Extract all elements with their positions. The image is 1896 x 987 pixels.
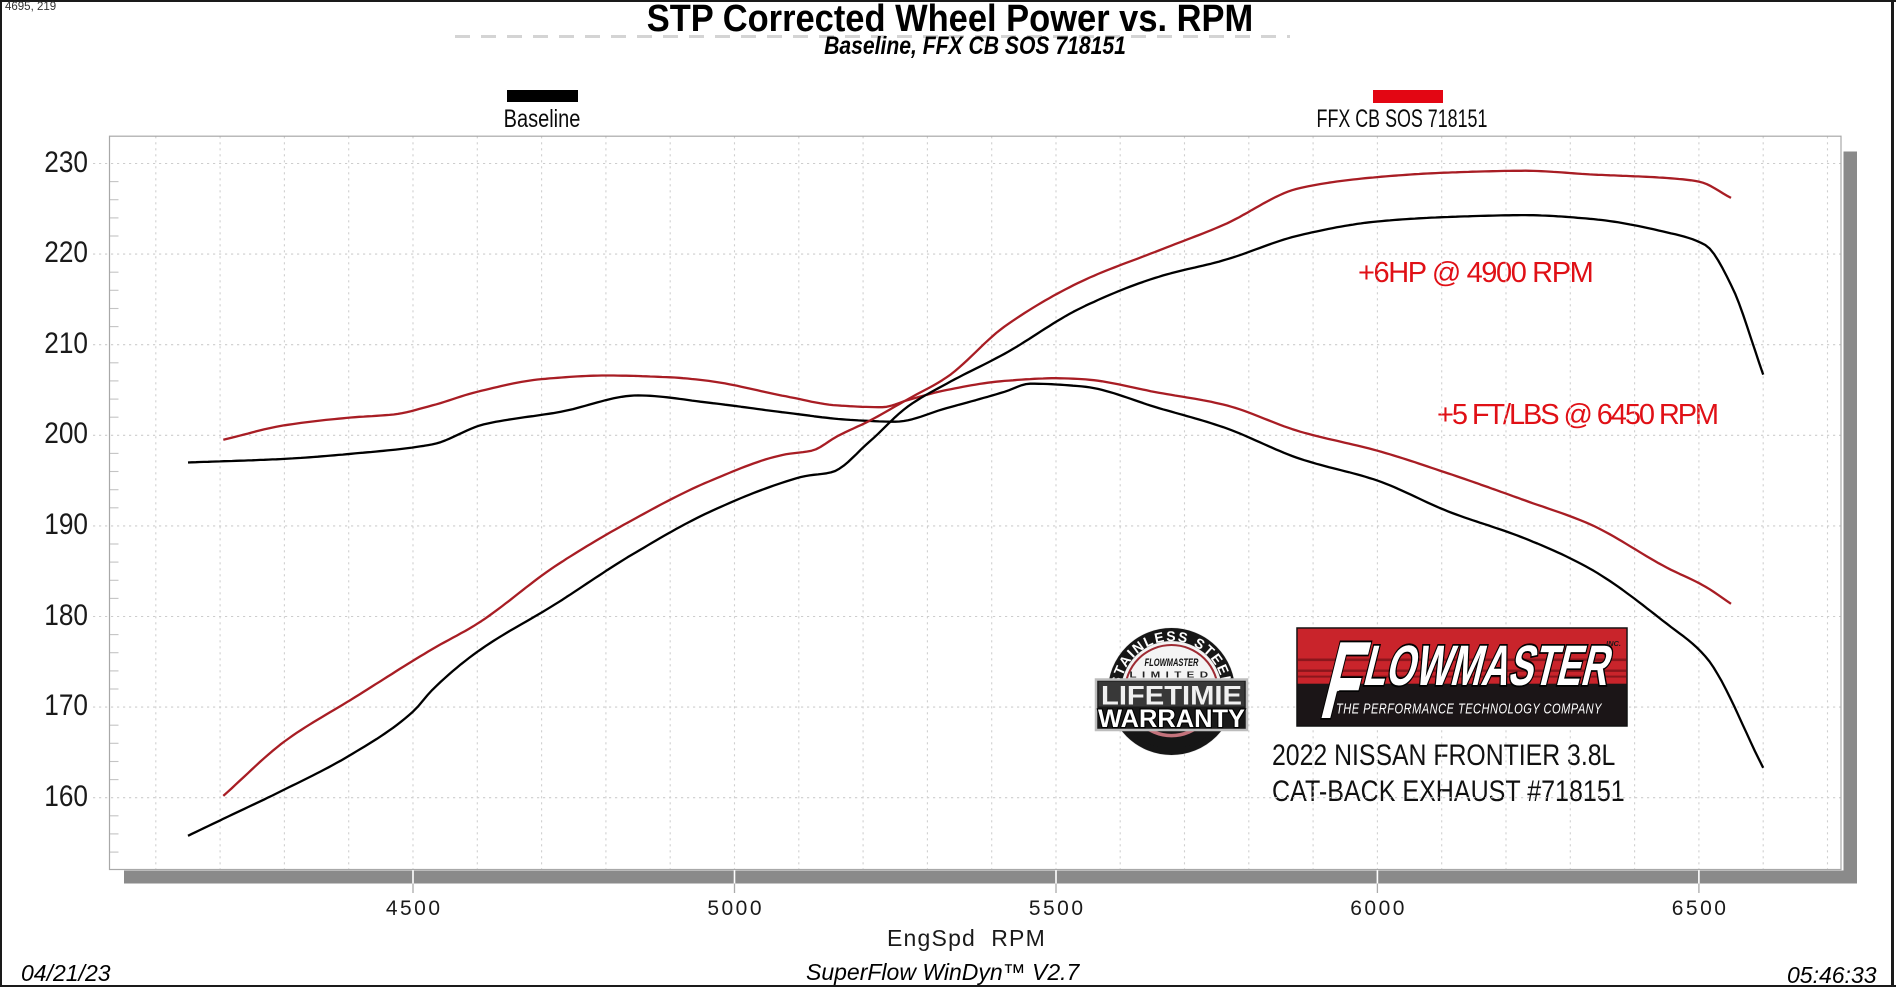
svg-text:LIFETIMIE: LIFETIMIE: [1101, 681, 1242, 711]
svg-text:LOWMASTER: LOWMASTER: [1359, 633, 1620, 697]
svg-text:WARRANTY: WARRANTY: [1098, 705, 1245, 733]
svg-text:LIMITED: LIMITED: [1130, 670, 1214, 680]
svg-text:INC.: INC.: [1606, 639, 1621, 648]
svg-text:THE PERFORMANCE TECHNOLOGY COM: THE PERFORMANCE TECHNOLOGY COMPANY: [1336, 702, 1603, 718]
svg-text:FLOWMASTER: FLOWMASTER: [1145, 657, 1199, 669]
